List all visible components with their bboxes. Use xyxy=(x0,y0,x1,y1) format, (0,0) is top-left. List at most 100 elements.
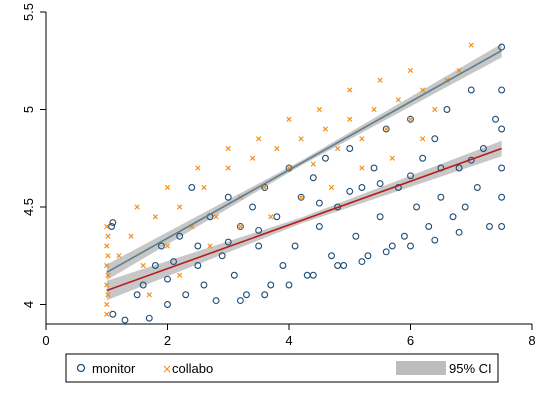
collabo-point xyxy=(164,243,171,249)
monitor-point xyxy=(182,291,190,299)
monitor-point xyxy=(479,145,487,152)
monitor-point xyxy=(157,242,165,250)
monitor-point xyxy=(279,262,287,269)
collabo-point xyxy=(420,87,426,93)
collabo-point xyxy=(177,204,183,210)
fit-lines xyxy=(106,49,503,292)
monitor-point xyxy=(255,226,263,234)
collabo-point xyxy=(116,253,122,259)
y-tick-label: 4.5 xyxy=(21,198,36,216)
collabo-point xyxy=(128,233,134,239)
collabo-point xyxy=(213,214,219,220)
monitor-point xyxy=(151,262,159,269)
legend-box xyxy=(65,353,499,383)
monitor-point xyxy=(224,238,232,246)
monitor-point xyxy=(261,291,269,299)
monitor-point xyxy=(164,301,171,308)
monitor-point xyxy=(218,252,226,260)
monitor-point xyxy=(382,248,390,256)
x-tick-label: 2 xyxy=(164,333,171,348)
monitor-point xyxy=(334,262,342,269)
monitor-point xyxy=(376,180,384,188)
monitor-point xyxy=(400,232,408,240)
collabo-point xyxy=(395,97,401,103)
monitor-point xyxy=(212,297,220,305)
collabo-point xyxy=(322,126,329,132)
monitor-point xyxy=(498,223,506,230)
y-tick-label: 4 xyxy=(21,301,36,308)
collabo-point xyxy=(164,184,171,191)
monitor-point xyxy=(243,291,250,299)
legend: monitor × collabo 95% CI xyxy=(65,353,499,383)
monitor-point xyxy=(358,184,366,191)
monitor-point xyxy=(139,281,147,289)
scatter-points xyxy=(104,42,506,324)
x-tick-label: 6 xyxy=(407,333,414,348)
collabo-point xyxy=(316,106,322,113)
legend-monitor-marker xyxy=(76,363,86,373)
collabo-point xyxy=(140,262,146,269)
monitor-point xyxy=(407,242,414,250)
legend-ci-swatch xyxy=(396,361,446,375)
monitor-point xyxy=(352,232,360,240)
monitor-point xyxy=(236,223,244,230)
collabo-point xyxy=(177,272,183,278)
monitor-point xyxy=(309,174,317,182)
collabo-point xyxy=(347,87,353,93)
monitor-point xyxy=(455,164,463,172)
collabo-point xyxy=(456,67,462,74)
monitor-point xyxy=(437,193,445,201)
collabo-point xyxy=(274,145,280,152)
monitor-point xyxy=(315,223,323,230)
monitor-point xyxy=(370,164,378,172)
collabo-point xyxy=(237,223,243,230)
monitor-point xyxy=(145,314,153,322)
monitor-point xyxy=(358,258,366,266)
legend-collabo-marker: × xyxy=(162,362,172,376)
collabo-point xyxy=(407,116,414,122)
collabo-point xyxy=(262,184,268,191)
collabo-point xyxy=(359,136,365,142)
collabo-point xyxy=(105,272,111,278)
collabo-point xyxy=(347,116,353,122)
monitor-point xyxy=(455,228,463,236)
monitor-point xyxy=(498,125,506,133)
collabo-point xyxy=(104,282,110,288)
collabo-point xyxy=(468,42,474,48)
collabo-point xyxy=(328,184,335,191)
collabo-point xyxy=(310,161,316,167)
collabo-point xyxy=(389,155,395,161)
monitor-point xyxy=(486,223,493,230)
monitor-point xyxy=(188,184,196,191)
collabo-point xyxy=(105,253,111,259)
monitor-point xyxy=(194,242,202,250)
y-tick-label: 5 xyxy=(21,106,36,113)
monitor-point xyxy=(328,252,335,260)
monitor-point xyxy=(498,193,506,201)
collabo-point xyxy=(432,106,438,113)
collabo-point xyxy=(383,126,389,132)
monitor-point xyxy=(224,193,232,201)
monitor-point xyxy=(309,271,317,279)
monitor-point xyxy=(285,281,293,289)
monitor-point xyxy=(382,125,390,133)
collabo-point xyxy=(104,311,110,317)
monitor-point xyxy=(425,223,433,230)
collabo-point xyxy=(298,136,304,142)
monitor-point xyxy=(267,281,275,289)
collabo-fit-line xyxy=(106,49,503,274)
legend-collabo-label: collabo xyxy=(172,361,213,376)
legend-ci-label: 95% CI xyxy=(449,361,492,376)
collabo-point xyxy=(152,214,158,220)
collabo-point xyxy=(104,301,110,308)
collabo-point xyxy=(420,136,426,142)
monitor-point xyxy=(419,154,427,162)
collabo-point xyxy=(104,243,110,249)
monitor-point xyxy=(261,184,269,191)
monitor-point xyxy=(200,281,208,289)
monitor-point xyxy=(376,213,384,221)
collabo-point xyxy=(256,136,262,142)
monitor-point xyxy=(322,154,329,162)
